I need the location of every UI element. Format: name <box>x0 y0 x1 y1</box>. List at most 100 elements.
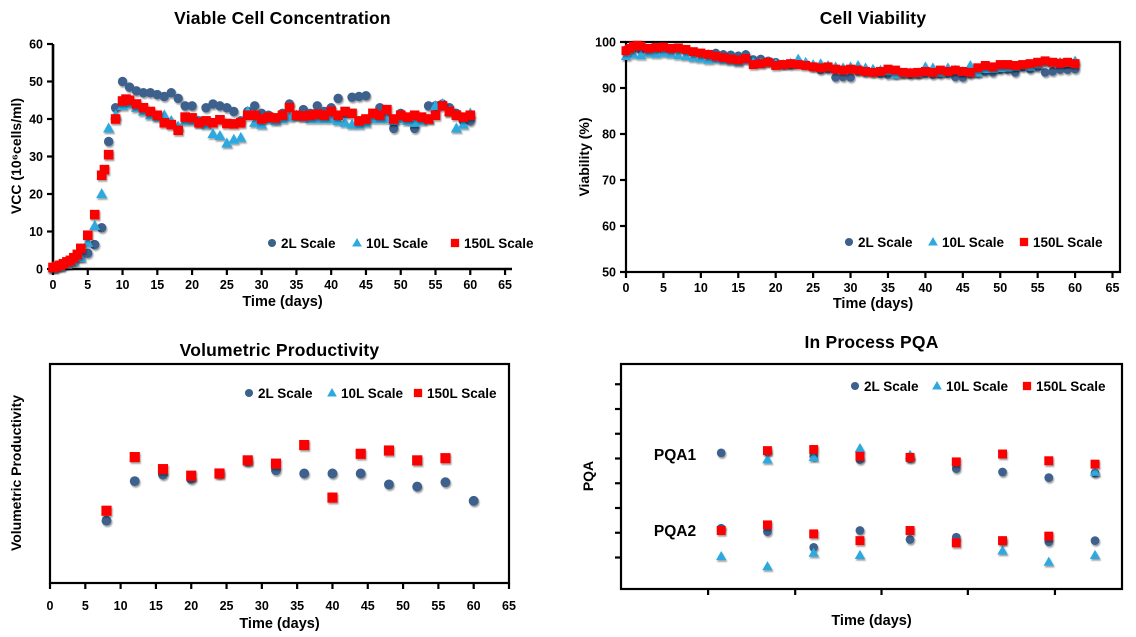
svg-text:70: 70 <box>602 174 616 188</box>
svg-text:35: 35 <box>881 281 895 295</box>
data-point-triangle <box>221 137 233 148</box>
svg-text:5: 5 <box>82 599 89 613</box>
data-point-triangle <box>96 188 108 199</box>
data-point-square <box>861 66 870 76</box>
viability-plot-canvas: 0 5 10 15 20 25 30 35 40 45 50 55 60 65 50 60 70 80 90 100 2… <box>595 36 1122 295</box>
data-point-triangle <box>854 442 866 453</box>
data-point-circle <box>173 93 183 104</box>
data-point-square <box>409 110 420 121</box>
data-point-triangle <box>680 50 692 61</box>
svg-text:15: 15 <box>149 599 163 613</box>
panel-in-process-pqa: In Process PQA PQA Time (days) PQA1 PQA2… <box>568 320 1136 637</box>
data-point-square <box>928 67 938 77</box>
data-point-square <box>935 65 945 75</box>
legend: 2L Scale 10L Scale 150L Scale <box>844 235 1103 250</box>
data-point-circle <box>412 481 423 492</box>
data-point-square <box>748 60 758 70</box>
data-point-square <box>235 117 246 128</box>
data-point-square <box>416 112 427 122</box>
data-point-circle <box>347 92 357 102</box>
legend: 2L Scale 10L Scale 150L Scale <box>850 379 1106 394</box>
data-point-square <box>951 538 961 548</box>
legend-marker-triangle <box>932 380 942 390</box>
data-point-square <box>1019 237 1029 247</box>
svg-text:50: 50 <box>396 599 410 613</box>
legend-label: 2L Scale <box>858 235 913 250</box>
x-axis-label: Time (days) <box>832 296 914 312</box>
svg-text:40: 40 <box>29 113 43 127</box>
data-point-square <box>1044 456 1054 466</box>
svg-text:20: 20 <box>29 188 43 202</box>
tick-marks <box>47 42 507 275</box>
data-point-triangle <box>703 54 714 64</box>
data-point-square <box>347 108 357 119</box>
x-axis-label: Time (days) <box>242 294 323 310</box>
legend-marker-square <box>1019 237 1029 247</box>
annotation-pqa1: PQA1 <box>653 447 697 464</box>
legend-marker-square <box>450 238 460 248</box>
data-point-circle <box>361 91 371 101</box>
data-point-square <box>995 60 1005 70</box>
data-point-square <box>159 117 170 128</box>
data-point-square <box>101 505 112 516</box>
svg-text:5: 5 <box>660 281 667 295</box>
axes <box>624 40 1122 274</box>
data-point-triangle <box>450 122 462 133</box>
vcc-plot-canvas: 0 5 10 15 20 25 30 35 40 45 50 55 60 65 0 10 20 30 40 50 60 2… <box>29 38 534 293</box>
series-150l-scale <box>621 40 1080 78</box>
legend-label: 10L Scale <box>942 235 1005 250</box>
svg-text:45: 45 <box>359 278 373 292</box>
data-point-triangle <box>658 47 669 57</box>
data-point-square <box>883 64 893 74</box>
series-2l-scale <box>716 447 1100 552</box>
data-point-circle <box>1040 67 1050 77</box>
data-point-square <box>383 445 395 456</box>
data-point-circle <box>1048 67 1058 76</box>
data-point-square <box>395 110 406 121</box>
svg-text:40: 40 <box>324 278 338 292</box>
legend-marker-triangle <box>928 236 938 246</box>
data-point-square <box>354 116 364 126</box>
chart-title: In Process PQA <box>804 332 939 352</box>
svg-text:25: 25 <box>220 599 234 613</box>
data-point-triangle <box>339 116 351 127</box>
data-point-square <box>270 113 281 123</box>
data-point-circle <box>138 88 149 98</box>
data-point-square <box>905 452 915 462</box>
chart-title: Volumetric Productivity <box>179 340 380 360</box>
svg-text:30: 30 <box>255 599 269 613</box>
svg-text:50: 50 <box>993 281 1007 295</box>
svg-text:35: 35 <box>289 278 303 292</box>
data-point-square <box>1040 56 1050 66</box>
data-point-square <box>681 44 691 54</box>
data-point-square <box>762 520 772 530</box>
data-point-square <box>771 60 781 70</box>
data-point-square <box>72 249 83 260</box>
data-point-square <box>658 42 668 52</box>
data-point-square <box>99 164 110 175</box>
data-point-square <box>305 110 316 121</box>
data-point-circle <box>299 468 310 479</box>
data-point-circle <box>101 515 112 526</box>
data-point-square <box>1048 57 1058 67</box>
data-point-triangle <box>628 49 639 59</box>
data-point-square <box>413 388 423 398</box>
series-150l-scale <box>101 439 451 516</box>
data-point-circle <box>180 101 190 111</box>
legend-marker-square <box>413 388 423 398</box>
data-point-square <box>816 63 826 73</box>
legend: 2L Scale 10L Scale 150L Scale <box>244 386 497 401</box>
legend-marker-circle <box>267 238 277 248</box>
data-point-square <box>696 48 706 58</box>
svg-text:60: 60 <box>602 220 616 234</box>
data-point-square <box>1010 60 1020 70</box>
data-point-circle <box>267 238 277 248</box>
data-point-circle <box>244 388 254 398</box>
data-point-square <box>793 60 803 70</box>
data-point-square <box>96 170 107 181</box>
svg-text:60: 60 <box>29 38 43 52</box>
svg-text:50: 50 <box>602 266 616 280</box>
data-point-square <box>327 492 338 503</box>
x-axis-label: Time (days) <box>831 613 912 629</box>
